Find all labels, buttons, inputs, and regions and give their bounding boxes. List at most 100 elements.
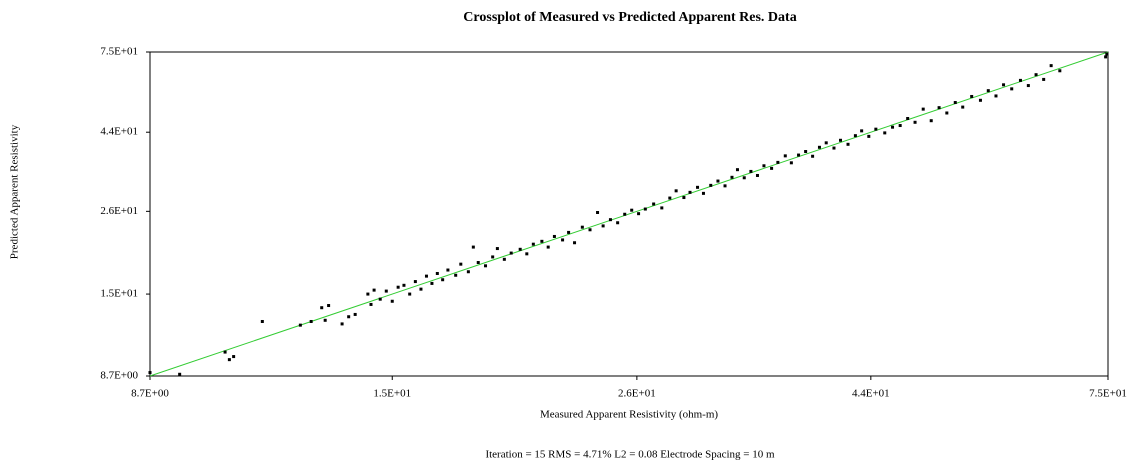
point — [839, 138, 843, 142]
point — [580, 225, 584, 229]
point — [223, 350, 227, 354]
point — [978, 98, 982, 102]
point — [567, 230, 571, 234]
point — [1049, 64, 1053, 68]
point — [340, 322, 344, 326]
point — [366, 292, 370, 296]
point — [384, 289, 388, 293]
point — [921, 107, 925, 111]
point — [484, 264, 488, 268]
point — [832, 146, 836, 150]
point — [652, 202, 656, 206]
point — [413, 280, 417, 284]
point — [770, 166, 774, 170]
point — [148, 371, 152, 375]
x-tick-label: 1.5E+01 — [373, 388, 411, 400]
point — [961, 105, 965, 109]
point — [408, 292, 412, 296]
point — [298, 323, 302, 327]
point — [1034, 73, 1038, 77]
x-tick-label: 2.6E+01 — [618, 388, 656, 400]
x-tick-label: 4.4E+01 — [852, 388, 890, 400]
point — [396, 285, 400, 289]
point — [682, 196, 686, 200]
y-tick-label: 1.5E+01 — [100, 288, 138, 300]
point — [1104, 55, 1108, 59]
point — [441, 278, 445, 282]
point — [883, 131, 887, 135]
point — [906, 116, 910, 120]
point — [723, 184, 727, 188]
point — [797, 153, 801, 157]
point — [709, 183, 713, 187]
point — [372, 288, 376, 292]
point — [476, 261, 480, 265]
point — [525, 252, 529, 256]
point — [459, 262, 463, 266]
point — [789, 161, 793, 165]
point — [853, 134, 857, 138]
annotation: Iteration = 15 RMS = 4.71% L2 = 0.08 Ele… — [485, 449, 775, 461]
point — [518, 247, 522, 251]
y-tick-label: 7.5E+01 — [100, 46, 138, 58]
point — [327, 304, 331, 308]
point — [742, 176, 746, 180]
y-axis-label: Predicted Apparent Resistivity — [9, 124, 21, 259]
point — [1042, 77, 1046, 81]
point — [755, 173, 759, 177]
point — [970, 94, 974, 98]
point — [867, 134, 871, 138]
point — [608, 218, 612, 222]
point — [596, 211, 600, 215]
point — [937, 106, 941, 110]
point — [471, 245, 475, 249]
point — [1018, 78, 1022, 82]
point — [616, 221, 620, 225]
point — [178, 372, 182, 376]
point — [588, 228, 592, 232]
point — [891, 125, 895, 129]
point — [783, 154, 787, 158]
point — [495, 247, 499, 251]
point — [804, 150, 808, 154]
point — [1002, 83, 1006, 87]
point — [846, 142, 850, 146]
point — [749, 169, 753, 173]
point — [776, 160, 780, 164]
point — [446, 268, 450, 272]
x-tick-label: 8.7E+00 — [131, 388, 169, 400]
y-tick-label: 8.7E+00 — [100, 370, 138, 382]
point — [860, 129, 864, 133]
point — [630, 208, 634, 212]
point — [546, 245, 550, 249]
point — [320, 306, 324, 310]
point — [696, 185, 700, 189]
point — [674, 189, 678, 193]
point — [561, 238, 565, 242]
point — [688, 190, 692, 194]
plot-frame — [149, 51, 1109, 377]
x-tick-label: 7.5E+01 — [1089, 388, 1127, 400]
point — [913, 120, 917, 124]
point — [419, 287, 423, 291]
point — [466, 270, 470, 274]
point — [232, 355, 236, 359]
point — [309, 319, 313, 323]
point — [552, 234, 556, 238]
point — [716, 179, 720, 183]
point — [730, 175, 734, 179]
point — [260, 319, 264, 323]
point — [454, 273, 458, 277]
point — [637, 212, 641, 216]
point — [898, 124, 902, 128]
point — [435, 271, 439, 275]
point — [824, 141, 828, 145]
point — [509, 251, 513, 255]
point — [953, 101, 957, 105]
point — [347, 315, 351, 319]
point — [817, 145, 821, 149]
point — [660, 206, 664, 210]
point — [929, 119, 933, 123]
